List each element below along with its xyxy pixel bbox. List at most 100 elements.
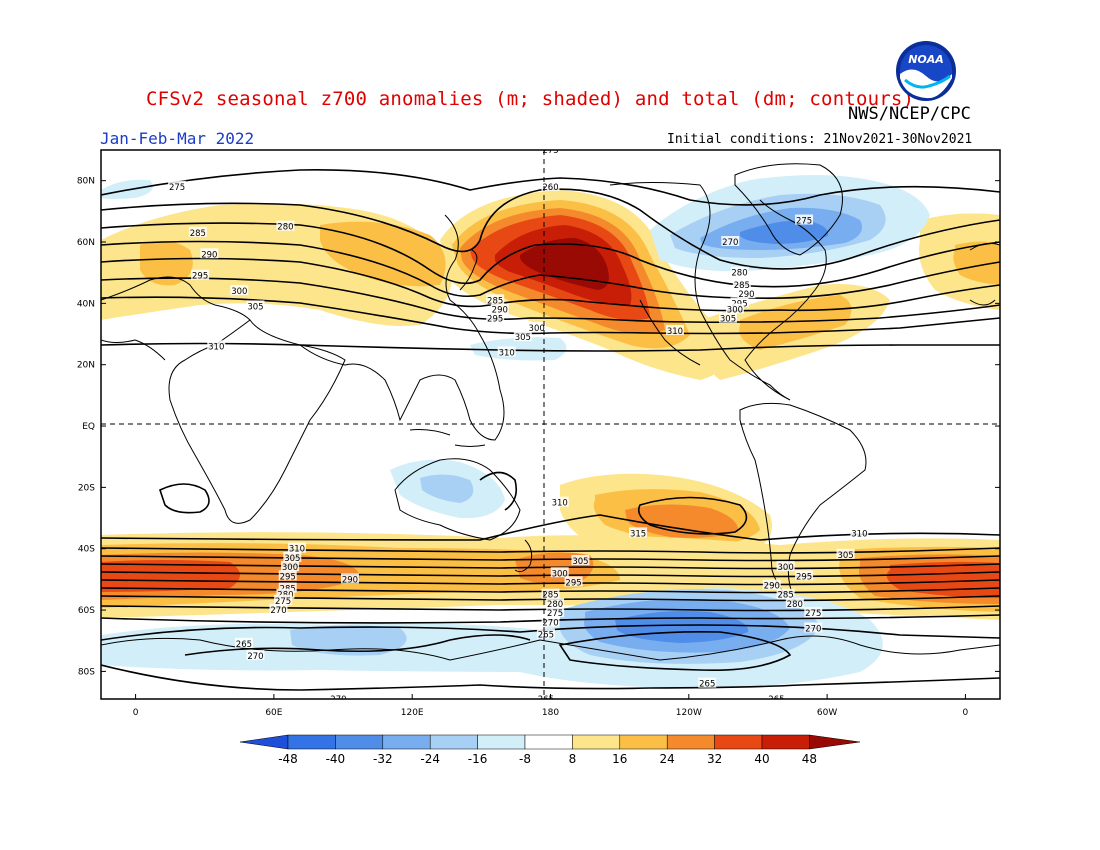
colorbar-swatch — [572, 734, 621, 750]
contour-label: 310 — [851, 529, 867, 539]
positive-anomaly-spacific-32 — [625, 504, 739, 538]
colorbar-swatch — [287, 734, 336, 750]
lat-tick-label: 80N — [77, 177, 95, 187]
colorbar-swatch — [429, 734, 478, 750]
colorbar-label: -24 — [420, 752, 440, 766]
contour-label: 275 — [805, 609, 821, 619]
lon-tick-label: 60W — [817, 708, 837, 718]
contour-label: 270 — [247, 652, 263, 662]
positive-anomaly-eurasia-16 — [140, 241, 193, 286]
contour-label-bg — [850, 527, 869, 538]
height-contours — [101, 169, 1000, 691]
contour-label: 265 — [538, 631, 554, 641]
contour-label-bg — [329, 693, 348, 699]
contour-label-bg — [725, 303, 744, 314]
lat-tick-label: 20N — [77, 361, 95, 371]
positive-anomaly-n-atlantic-24 — [739, 295, 852, 350]
contour-label-bg — [486, 294, 505, 305]
lat-tick-label: 40N — [77, 299, 95, 309]
contour-label: 285 — [487, 296, 503, 306]
contour-label: 275 — [169, 183, 185, 193]
contour-label: 305 — [837, 551, 853, 561]
contour-label: 305 — [247, 302, 263, 312]
lat-tick-label: EQ — [82, 422, 95, 432]
contour-label: 265 — [236, 640, 252, 650]
contour-label-bg — [536, 693, 555, 699]
contour-label-bg — [732, 278, 751, 289]
lat-tick-label: 40S — [78, 545, 95, 555]
contour-label: 270 — [805, 624, 821, 634]
colorbar-label: 40 — [754, 752, 769, 766]
negative-anomaly-westpacific — [470, 337, 567, 361]
colorbar-label: 32 — [707, 752, 722, 766]
colorbar-swatch — [335, 734, 384, 750]
contour-label: 305 — [572, 557, 588, 567]
contour-label-bg — [776, 561, 795, 572]
contour-label: 295 — [565, 578, 581, 588]
noaa-logo-icon: NOAA — [896, 41, 956, 101]
contour-label: 270 — [330, 695, 346, 705]
contour-label: 290 — [764, 582, 780, 592]
contour-label-bg — [283, 551, 302, 562]
contour-label-bg — [776, 588, 795, 599]
colorbar-swatch — [382, 734, 431, 750]
contour-label-bg — [246, 300, 265, 311]
contour-label-bg — [541, 588, 560, 599]
contour-label-bg — [278, 570, 297, 581]
contour-label: 265 — [538, 695, 554, 705]
negative-anomaly-australia-16 — [420, 474, 474, 503]
contour-label: 285 — [542, 591, 558, 601]
contour-label: 290 — [492, 305, 508, 315]
contour-label: 280 — [787, 600, 803, 610]
contour-label: 310 — [289, 545, 305, 555]
lat-tick-label: 20S — [78, 483, 95, 493]
contour-label: 275 — [542, 146, 558, 156]
contour-label-bg — [230, 285, 249, 296]
agency-label: NWS/NCEP/CPC — [848, 104, 971, 124]
colorbar-label: -40 — [326, 752, 346, 766]
lat-tick-label: 80S — [78, 667, 95, 677]
lon-tick-label: 60E — [265, 708, 282, 718]
contour-label: 305 — [284, 554, 300, 564]
contour-label-bg — [200, 248, 219, 259]
contour-label: 305 — [720, 315, 736, 325]
contour-label-bg — [246, 650, 265, 661]
colorbar-label: 16 — [612, 752, 627, 766]
contour-label: 310 — [499, 348, 515, 358]
contour-label: 285 — [778, 591, 794, 601]
contour-label: 300 — [231, 287, 247, 297]
colorbar: -48 -40 -32 -24 -16 -8 8 16 24 32 40 48 — [239, 734, 861, 766]
contour-label: 270 — [270, 606, 286, 616]
colorbar-min-arrow — [239, 734, 289, 750]
lon-tick-label: 120E — [401, 708, 424, 718]
contour-label: 295 — [487, 315, 503, 325]
contour-label: 275 — [796, 217, 812, 227]
contour-label: 275 — [275, 597, 291, 607]
contour-label: 295 — [796, 572, 812, 582]
contour-label-bg — [276, 220, 295, 231]
contour-label-bg — [497, 346, 516, 357]
contour-label: 280 — [731, 269, 747, 279]
colorbar-label: 8 — [569, 752, 577, 766]
colorbar-swatch — [714, 734, 763, 750]
negative-anomaly-greenland-32 — [740, 220, 829, 244]
contour-label-bg — [571, 554, 590, 565]
colorbar-max-arrow — [809, 734, 861, 750]
contour-label: 300 — [727, 305, 743, 315]
contour-label-bg — [804, 622, 823, 633]
contour-label: 295 — [192, 272, 208, 282]
lon-tick-label: 0 — [133, 708, 139, 718]
chart-title: CFSv2 seasonal z700 anomalies (m; shaded… — [146, 88, 915, 110]
logo-text: NOAA — [908, 53, 944, 66]
latitude-axis: 80N 60N 40N 20N EQ 20S 40S 60S 80S — [77, 177, 1000, 677]
lat-tick-label: 60S — [78, 606, 95, 616]
contour-label: 280 — [547, 600, 563, 610]
colorbar-swatch — [761, 734, 810, 750]
contour-label: 290 — [342, 575, 358, 585]
contour-label-bg — [550, 567, 569, 578]
contour-label-bg — [546, 597, 565, 608]
contour-label-bg — [281, 561, 300, 572]
contour-label: 310 — [552, 499, 568, 509]
colorbar-label: -8 — [519, 752, 531, 766]
